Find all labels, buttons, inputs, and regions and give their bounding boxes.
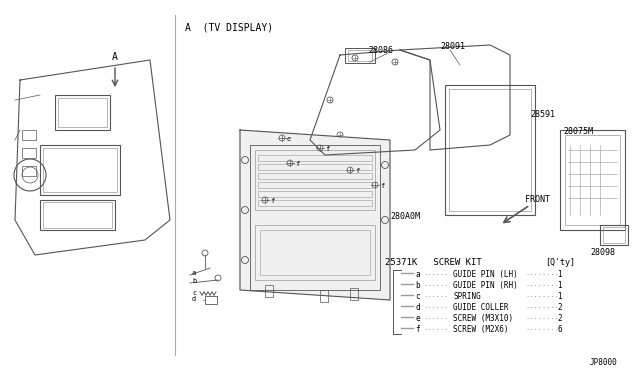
Bar	[603, 227, 625, 243]
Bar	[449, 89, 531, 211]
Text: 28075M: 28075M	[563, 127, 593, 136]
Bar	[445, 85, 535, 215]
Text: 1: 1	[557, 270, 562, 279]
Text: ........: ........	[525, 270, 559, 276]
Text: b: b	[415, 281, 420, 290]
Polygon shape	[310, 50, 440, 155]
Bar	[258, 200, 372, 206]
Text: GUIDE PIN (LH): GUIDE PIN (LH)	[453, 270, 518, 279]
Text: 28098: 28098	[590, 248, 615, 257]
Bar	[43, 202, 112, 228]
Bar	[258, 191, 372, 197]
Bar	[560, 130, 625, 230]
Polygon shape	[15, 60, 170, 255]
Text: ......: ......	[423, 292, 449, 298]
Text: 2: 2	[557, 314, 562, 323]
Text: 28591: 28591	[530, 110, 555, 119]
Text: 28086: 28086	[368, 46, 393, 55]
Text: 1: 1	[557, 292, 562, 301]
Bar	[260, 230, 370, 275]
Text: a: a	[192, 270, 196, 276]
Bar	[250, 145, 380, 290]
Text: ........: ........	[525, 314, 559, 320]
Bar	[258, 155, 372, 161]
Bar	[43, 148, 117, 192]
Bar	[55, 95, 110, 130]
Bar	[58, 98, 107, 127]
Text: 28091: 28091	[440, 42, 465, 51]
Bar	[345, 48, 375, 63]
Text: ......: ......	[423, 303, 449, 309]
Text: f: f	[295, 161, 300, 167]
Bar	[348, 50, 372, 61]
Bar	[205, 296, 217, 304]
Text: 6: 6	[557, 325, 562, 334]
Text: A: A	[112, 52, 118, 62]
Text: [Q'ty]: [Q'ty]	[545, 258, 575, 267]
Text: 25371K   SCREW KIT: 25371K SCREW KIT	[385, 258, 482, 267]
Text: 280A0M: 280A0M	[390, 212, 420, 221]
Text: f: f	[355, 168, 359, 174]
Text: ......: ......	[423, 270, 449, 276]
Bar	[265, 285, 273, 297]
Bar	[40, 200, 115, 230]
Bar	[255, 225, 375, 280]
Text: GUIDE PIN (RH): GUIDE PIN (RH)	[453, 281, 518, 290]
Text: JP8000: JP8000	[590, 358, 618, 367]
Text: f: f	[325, 146, 329, 152]
Text: ......: ......	[423, 325, 449, 331]
Text: f: f	[380, 183, 384, 189]
Text: e: e	[415, 314, 420, 323]
Text: c: c	[192, 290, 196, 296]
Bar	[565, 135, 620, 225]
Bar	[258, 173, 372, 179]
Bar	[600, 225, 628, 245]
Text: d: d	[415, 303, 420, 312]
Text: d: d	[192, 296, 196, 302]
Bar	[40, 145, 120, 195]
Text: ......: ......	[423, 281, 449, 287]
Text: ........: ........	[525, 292, 559, 298]
Text: FRONT: FRONT	[525, 195, 550, 204]
Text: ........: ........	[525, 325, 559, 331]
Text: b: b	[192, 278, 196, 284]
Text: A  (TV DISPLAY): A (TV DISPLAY)	[185, 22, 273, 32]
Text: ........: ........	[525, 303, 559, 309]
Bar	[258, 182, 372, 188]
Text: SCREW (M3X10): SCREW (M3X10)	[453, 314, 513, 323]
Bar	[258, 164, 372, 170]
Text: GUIDE COLLER: GUIDE COLLER	[453, 303, 509, 312]
Text: 2: 2	[557, 303, 562, 312]
Bar	[350, 288, 358, 300]
Text: ......: ......	[423, 314, 449, 320]
Text: SCREW (M2X6): SCREW (M2X6)	[453, 325, 509, 334]
Text: f: f	[270, 198, 275, 204]
Text: a: a	[415, 270, 420, 279]
Polygon shape	[400, 45, 510, 150]
Text: e: e	[287, 136, 291, 142]
Polygon shape	[240, 130, 390, 300]
Text: SPRING: SPRING	[453, 292, 481, 301]
Text: ........: ........	[525, 281, 559, 287]
Bar	[22, 166, 36, 176]
Text: f: f	[415, 325, 420, 334]
Bar	[22, 148, 36, 158]
Bar	[320, 290, 328, 302]
Text: 1: 1	[557, 281, 562, 290]
Text: c: c	[415, 292, 420, 301]
Bar	[22, 130, 36, 140]
Bar	[255, 150, 375, 210]
